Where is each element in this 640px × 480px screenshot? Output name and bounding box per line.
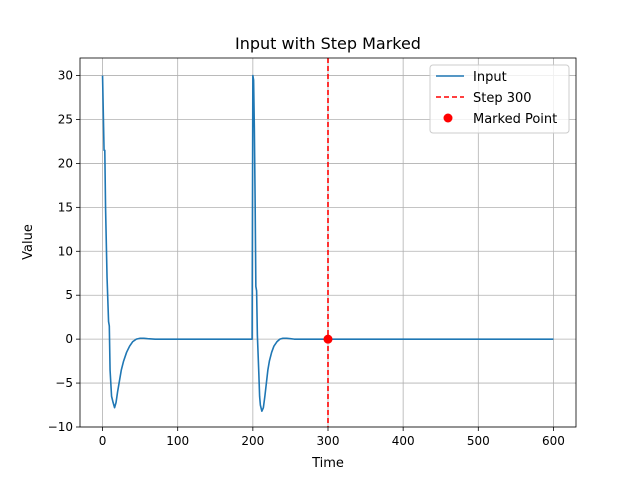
y-tick-label: 20	[58, 156, 73, 170]
y-tick-label: 30	[58, 69, 73, 83]
x-tick-label: 300	[317, 434, 340, 448]
legend-step-label: Step 300	[473, 91, 532, 106]
x-axis-label: Time	[311, 456, 344, 471]
legend-input-label: Input	[473, 70, 507, 85]
y-tick-label: 25	[58, 113, 73, 127]
input-series-line	[101, 74, 554, 412]
y-axis-label: Value	[21, 224, 36, 260]
chart-title: Input with Step Marked	[235, 34, 421, 53]
x-tick-label: 0	[99, 434, 107, 448]
y-tick-label: 0	[65, 332, 73, 346]
series-layer	[101, 58, 554, 427]
x-tick-label: 500	[467, 434, 490, 448]
y-tick-label: 5	[65, 288, 73, 302]
x-tick-label: 400	[392, 434, 415, 448]
legend-box	[429, 64, 570, 134]
y-tick-label: 15	[58, 200, 73, 214]
x-tick-label: 600	[542, 434, 565, 448]
y-tick-label: −10	[48, 420, 73, 434]
marked-point	[323, 334, 333, 344]
x-tick-label: 200	[241, 434, 264, 448]
legend: Input Step 300 Marked Point	[429, 64, 570, 134]
y-tick-label: −5	[55, 376, 73, 390]
axis-ticks: 0 100 200 300 400 500 600 −10 −5 0 5 10 15 20 25 30	[48, 69, 565, 448]
legend-marked-swatch	[443, 113, 453, 123]
x-tick-label: 100	[166, 434, 189, 448]
legend-marked-label: Marked Point	[473, 112, 557, 127]
y-tick-label: 10	[58, 244, 73, 258]
